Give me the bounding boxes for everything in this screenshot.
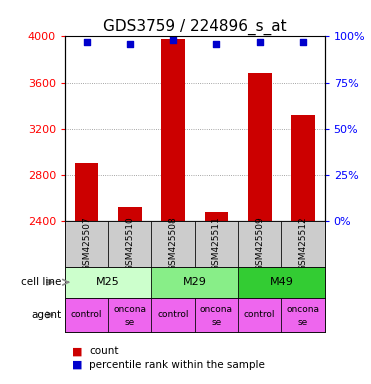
Bar bbox=[281, 298, 325, 332]
Text: M49: M49 bbox=[269, 277, 293, 287]
Text: ■: ■ bbox=[72, 360, 83, 370]
Bar bbox=[195, 298, 238, 332]
Text: control: control bbox=[71, 310, 102, 319]
Text: GSM425510: GSM425510 bbox=[125, 217, 134, 271]
Bar bbox=[108, 221, 151, 267]
Bar bbox=[248, 73, 272, 221]
Text: GSM425509: GSM425509 bbox=[255, 217, 264, 271]
Point bbox=[213, 41, 219, 47]
Bar bbox=[151, 298, 195, 332]
Text: control: control bbox=[157, 310, 189, 319]
Text: se: se bbox=[298, 318, 308, 327]
Text: ■: ■ bbox=[72, 346, 83, 356]
Bar bbox=[195, 221, 238, 267]
Bar bbox=[151, 267, 238, 298]
Text: GSM425508: GSM425508 bbox=[169, 217, 178, 271]
Bar bbox=[281, 221, 325, 267]
Bar bbox=[204, 212, 228, 221]
Bar bbox=[75, 163, 98, 221]
Bar bbox=[65, 298, 108, 332]
Text: count: count bbox=[89, 346, 119, 356]
Point bbox=[127, 41, 133, 47]
Bar bbox=[65, 267, 151, 298]
Bar bbox=[161, 40, 185, 221]
Point bbox=[300, 39, 306, 45]
Bar bbox=[291, 115, 315, 221]
Bar bbox=[108, 298, 151, 332]
Text: M29: M29 bbox=[183, 277, 207, 287]
Bar bbox=[238, 221, 281, 267]
Text: oncona: oncona bbox=[286, 305, 319, 314]
Text: oncona: oncona bbox=[200, 305, 233, 314]
Text: M25: M25 bbox=[96, 277, 120, 287]
Text: GSM425511: GSM425511 bbox=[212, 217, 221, 271]
Bar bbox=[151, 221, 195, 267]
Point bbox=[170, 37, 176, 43]
Bar bbox=[118, 207, 142, 221]
Text: cell line: cell line bbox=[21, 277, 61, 287]
Title: GDS3759 / 224896_s_at: GDS3759 / 224896_s_at bbox=[103, 19, 286, 35]
Point bbox=[257, 39, 263, 45]
Text: GSM425507: GSM425507 bbox=[82, 217, 91, 271]
Text: agent: agent bbox=[31, 310, 61, 320]
Text: control: control bbox=[244, 310, 275, 319]
Bar bbox=[238, 298, 281, 332]
Text: se: se bbox=[125, 318, 135, 327]
Text: oncona: oncona bbox=[114, 305, 146, 314]
Bar bbox=[238, 267, 325, 298]
Text: GSM425512: GSM425512 bbox=[299, 217, 308, 271]
Bar bbox=[65, 221, 108, 267]
Text: percentile rank within the sample: percentile rank within the sample bbox=[89, 360, 265, 370]
Point bbox=[83, 39, 89, 45]
Text: se: se bbox=[211, 318, 221, 327]
